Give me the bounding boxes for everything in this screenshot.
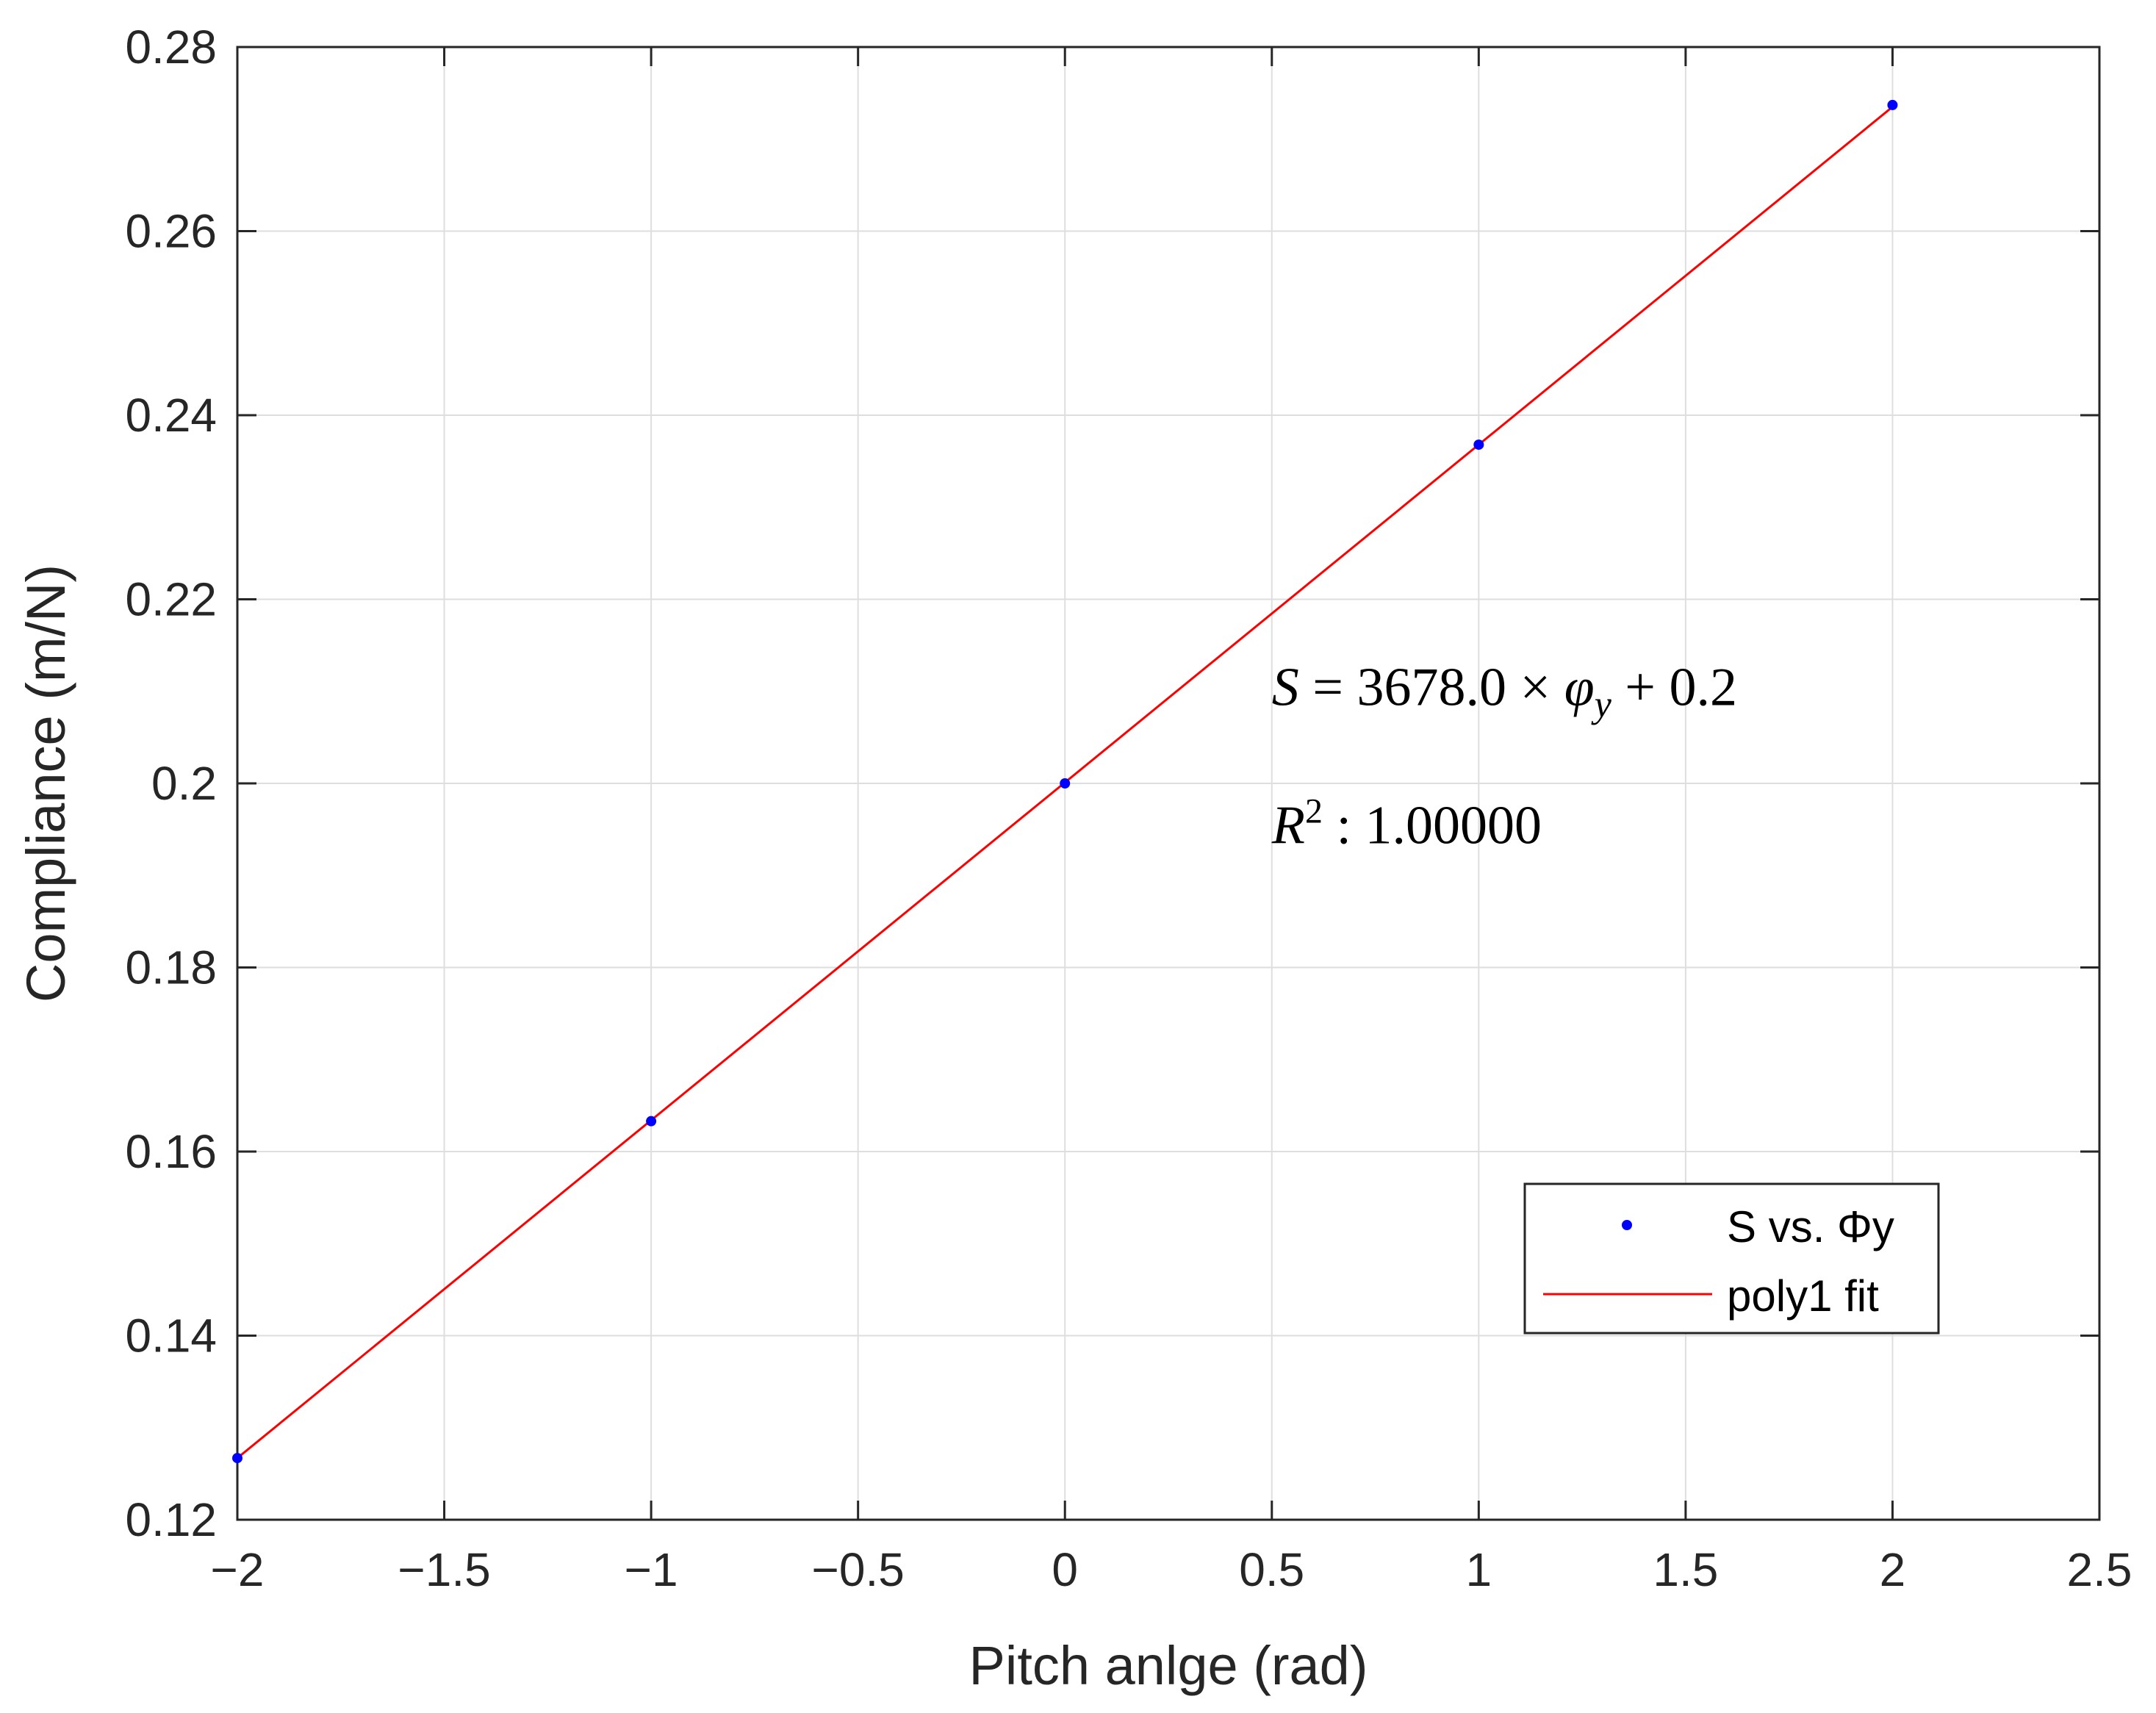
r-squared-value: : 1.00000 [1323, 795, 1542, 855]
equation-phi: φ [1564, 658, 1595, 718]
legend-label-points: S vs. Φy [1727, 1202, 1894, 1251]
x-tick-label: −0.5 [811, 1543, 904, 1596]
x-tick-label: 1 [1466, 1543, 1492, 1596]
x-tick-label: −2 [211, 1543, 265, 1596]
y-axis-title: Compliance (m/N) [15, 564, 76, 1002]
x-axis-title: Pitch anlge (rad) [969, 1635, 1368, 1696]
equation-middle: = 3678.0 × [1299, 658, 1564, 718]
x-tick-label: −1 [625, 1543, 678, 1596]
y-tick-label: 0.16 [125, 1125, 217, 1178]
r-squared-symbol: R [1271, 795, 1305, 855]
legend: S vs. Φy poly1 fit [1523, 1182, 1940, 1335]
legend-label-fit: poly1 fit [1727, 1271, 1879, 1321]
y-tick-label: 0.24 [125, 389, 217, 442]
x-tick-label: 2 [1880, 1543, 1906, 1596]
r-squared-annotation: R2 : 1.00000 [1271, 791, 1542, 855]
series-layer [232, 99, 1898, 1464]
y-tick-label: 0.28 [125, 21, 217, 73]
data-point [646, 1116, 657, 1127]
x-tick-label: 1.5 [1653, 1543, 1718, 1596]
y-tick-labels: 0.12 0.14 0.16 0.18 0.2 0.22 0.24 0.26 0.28 [125, 21, 217, 1546]
x-tick-label: 0 [1052, 1543, 1078, 1596]
y-tick-label: 0.18 [125, 941, 217, 994]
equation-tail: + 0.2 [1611, 658, 1737, 718]
legend-marker-points [1622, 1220, 1632, 1230]
data-point [232, 1453, 242, 1464]
data-point [1473, 439, 1484, 450]
x-tick-label: 0.5 [1239, 1543, 1304, 1596]
y-tick-label: 0.22 [125, 573, 217, 626]
data-point [1060, 778, 1071, 789]
y-tick-label: 0.2 [151, 757, 217, 810]
fit-equation-annotation: S = 3678.0 × φy + 0.2 [1272, 658, 1737, 726]
equation-phi-subscript: y [1591, 684, 1612, 726]
r-squared-exponent: 2 [1305, 791, 1323, 830]
y-tick-label: 0.14 [125, 1310, 217, 1362]
y-tick-label: 0.12 [125, 1493, 217, 1546]
axis-ticks [236, 46, 2101, 1521]
x-tick-label: −1.5 [398, 1543, 490, 1596]
y-tick-label: 0.26 [125, 205, 217, 258]
x-tick-label: 2.5 [2067, 1543, 2132, 1596]
legend-box [1523, 1182, 1940, 1335]
equation-lhs: S [1272, 658, 1299, 718]
x-tick-labels: −2 −1.5 −1 −0.5 0 0.5 1 1.5 2 2.5 [211, 1543, 2132, 1596]
data-point [1887, 99, 1898, 110]
